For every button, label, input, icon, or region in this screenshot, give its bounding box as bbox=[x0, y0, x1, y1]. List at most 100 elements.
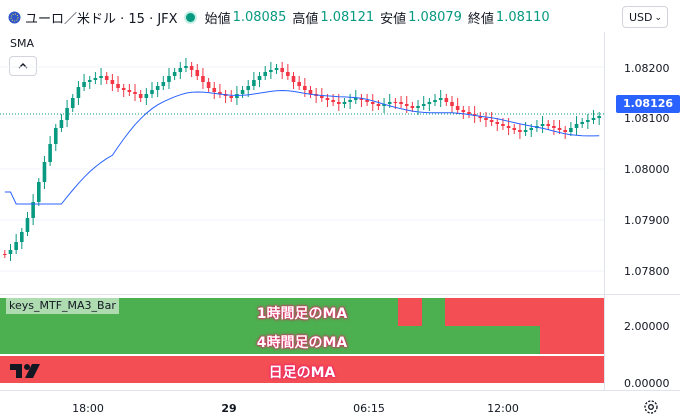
indicator-title[interactable]: keys_MTF_MA3_Bar bbox=[6, 298, 119, 314]
candle-body bbox=[353, 98, 358, 100]
time-tick: 29 bbox=[221, 402, 237, 415]
candle-body bbox=[252, 80, 256, 86]
candle-body bbox=[99, 76, 103, 78]
pane-separator[interactable] bbox=[0, 294, 680, 295]
candle-body bbox=[8, 250, 13, 254]
candle-body bbox=[14, 242, 18, 250]
ma-4h-label: 4時間足のMA bbox=[256, 335, 348, 351]
candle-body bbox=[3, 254, 7, 255]
ma-1d-label: 日足のMA bbox=[268, 365, 336, 381]
price-tick: 1.08100 bbox=[624, 112, 670, 125]
candle-body bbox=[269, 70, 273, 72]
candle-body bbox=[325, 98, 330, 100]
candle-body bbox=[342, 102, 347, 104]
candle-body bbox=[189, 66, 194, 70]
candle-body bbox=[359, 98, 364, 100]
candle-body bbox=[133, 92, 137, 94]
candle-body bbox=[591, 118, 596, 120]
candle-body bbox=[274, 68, 279, 70]
candle-body bbox=[512, 128, 517, 130]
candle-body bbox=[416, 106, 420, 108]
price-tick: 1.08000 bbox=[624, 163, 670, 176]
candle-body bbox=[263, 72, 268, 76]
currency-value: USD bbox=[629, 11, 653, 24]
candle-body bbox=[82, 82, 86, 87]
flag-icon bbox=[8, 11, 21, 23]
high-label: 高値 bbox=[292, 11, 319, 27]
time-axis[interactable] bbox=[0, 390, 680, 420]
candle-body bbox=[178, 68, 183, 72]
ma-1h-label: 1時間足のMA bbox=[256, 306, 348, 322]
candle-body bbox=[563, 130, 568, 132]
candle-body bbox=[478, 116, 483, 118]
time-tick: 12:00 bbox=[487, 402, 519, 415]
candle-body bbox=[365, 100, 369, 102]
close-label: 終値 bbox=[467, 11, 494, 27]
candle-body bbox=[235, 94, 239, 98]
candle-body bbox=[489, 120, 494, 122]
candle-body bbox=[246, 86, 251, 90]
currency-select[interactable]: USD ⌄ bbox=[622, 6, 668, 28]
candle-body bbox=[574, 124, 579, 128]
candle-body bbox=[155, 86, 160, 90]
ma-1d-row bbox=[0, 356, 604, 383]
candle-body bbox=[240, 90, 245, 94]
candle-body bbox=[184, 66, 188, 68]
candle-body bbox=[399, 102, 403, 104]
candle-body bbox=[110, 80, 115, 84]
candle-body bbox=[257, 76, 262, 80]
candle-body bbox=[410, 106, 415, 108]
candle-body bbox=[280, 68, 284, 72]
time-tick: 06:15 bbox=[353, 402, 385, 415]
candle-body bbox=[286, 72, 290, 76]
candle-body bbox=[404, 104, 409, 106]
candle-body bbox=[484, 118, 488, 120]
symbol-legend: ユーロ／米ドル · 15 · JFX 始値 1.08085 高値 1.08121… bbox=[8, 9, 556, 27]
time-tick: 18:00 bbox=[72, 402, 104, 415]
sma-indicator-label[interactable]: SMA bbox=[10, 37, 34, 50]
candle-body bbox=[427, 102, 432, 104]
candle-body bbox=[523, 130, 528, 132]
candle-body bbox=[387, 102, 392, 104]
candle-body bbox=[438, 98, 443, 100]
candle-body bbox=[70, 98, 75, 108]
candle-body bbox=[382, 104, 386, 106]
candle-body bbox=[212, 88, 217, 92]
settings-gear-icon[interactable] bbox=[642, 398, 660, 416]
candle-body bbox=[557, 128, 562, 130]
price-tick: 1.07800 bbox=[624, 265, 670, 278]
tradingview-logo[interactable] bbox=[10, 362, 46, 380]
candle-body bbox=[93, 78, 98, 80]
candle-body bbox=[76, 87, 81, 98]
candle-body bbox=[501, 124, 505, 126]
candle-body bbox=[506, 126, 511, 128]
candle-body bbox=[297, 82, 301, 86]
candle-body bbox=[444, 98, 449, 102]
candle-body bbox=[53, 128, 58, 144]
candle-body bbox=[331, 100, 335, 102]
candle-body bbox=[172, 72, 177, 76]
candle-body bbox=[167, 76, 171, 82]
candle-body bbox=[546, 124, 551, 126]
market-open-indicator bbox=[185, 12, 195, 22]
candle-body bbox=[586, 120, 590, 122]
candle-body bbox=[450, 102, 454, 106]
candle-body bbox=[495, 122, 500, 124]
open-label: 始値 bbox=[204, 11, 231, 27]
candle-body bbox=[461, 110, 466, 112]
axis-separator bbox=[604, 32, 605, 390]
price-chart[interactable] bbox=[0, 32, 604, 294]
candle-body bbox=[206, 82, 211, 88]
candle-body bbox=[25, 218, 30, 232]
low-value: 1.08079 bbox=[408, 9, 462, 25]
candle-body bbox=[20, 232, 24, 242]
candle-body bbox=[421, 104, 426, 106]
symbol-title[interactable]: ユーロ／米ドル · 15 · JFX bbox=[25, 11, 178, 27]
candle-body bbox=[229, 96, 234, 98]
candle-body bbox=[291, 76, 296, 82]
candle-body bbox=[195, 70, 200, 76]
candle-body bbox=[455, 106, 460, 110]
candle-body bbox=[36, 182, 41, 202]
price-tick: 1.07900 bbox=[624, 214, 670, 227]
candle-body bbox=[42, 162, 47, 182]
